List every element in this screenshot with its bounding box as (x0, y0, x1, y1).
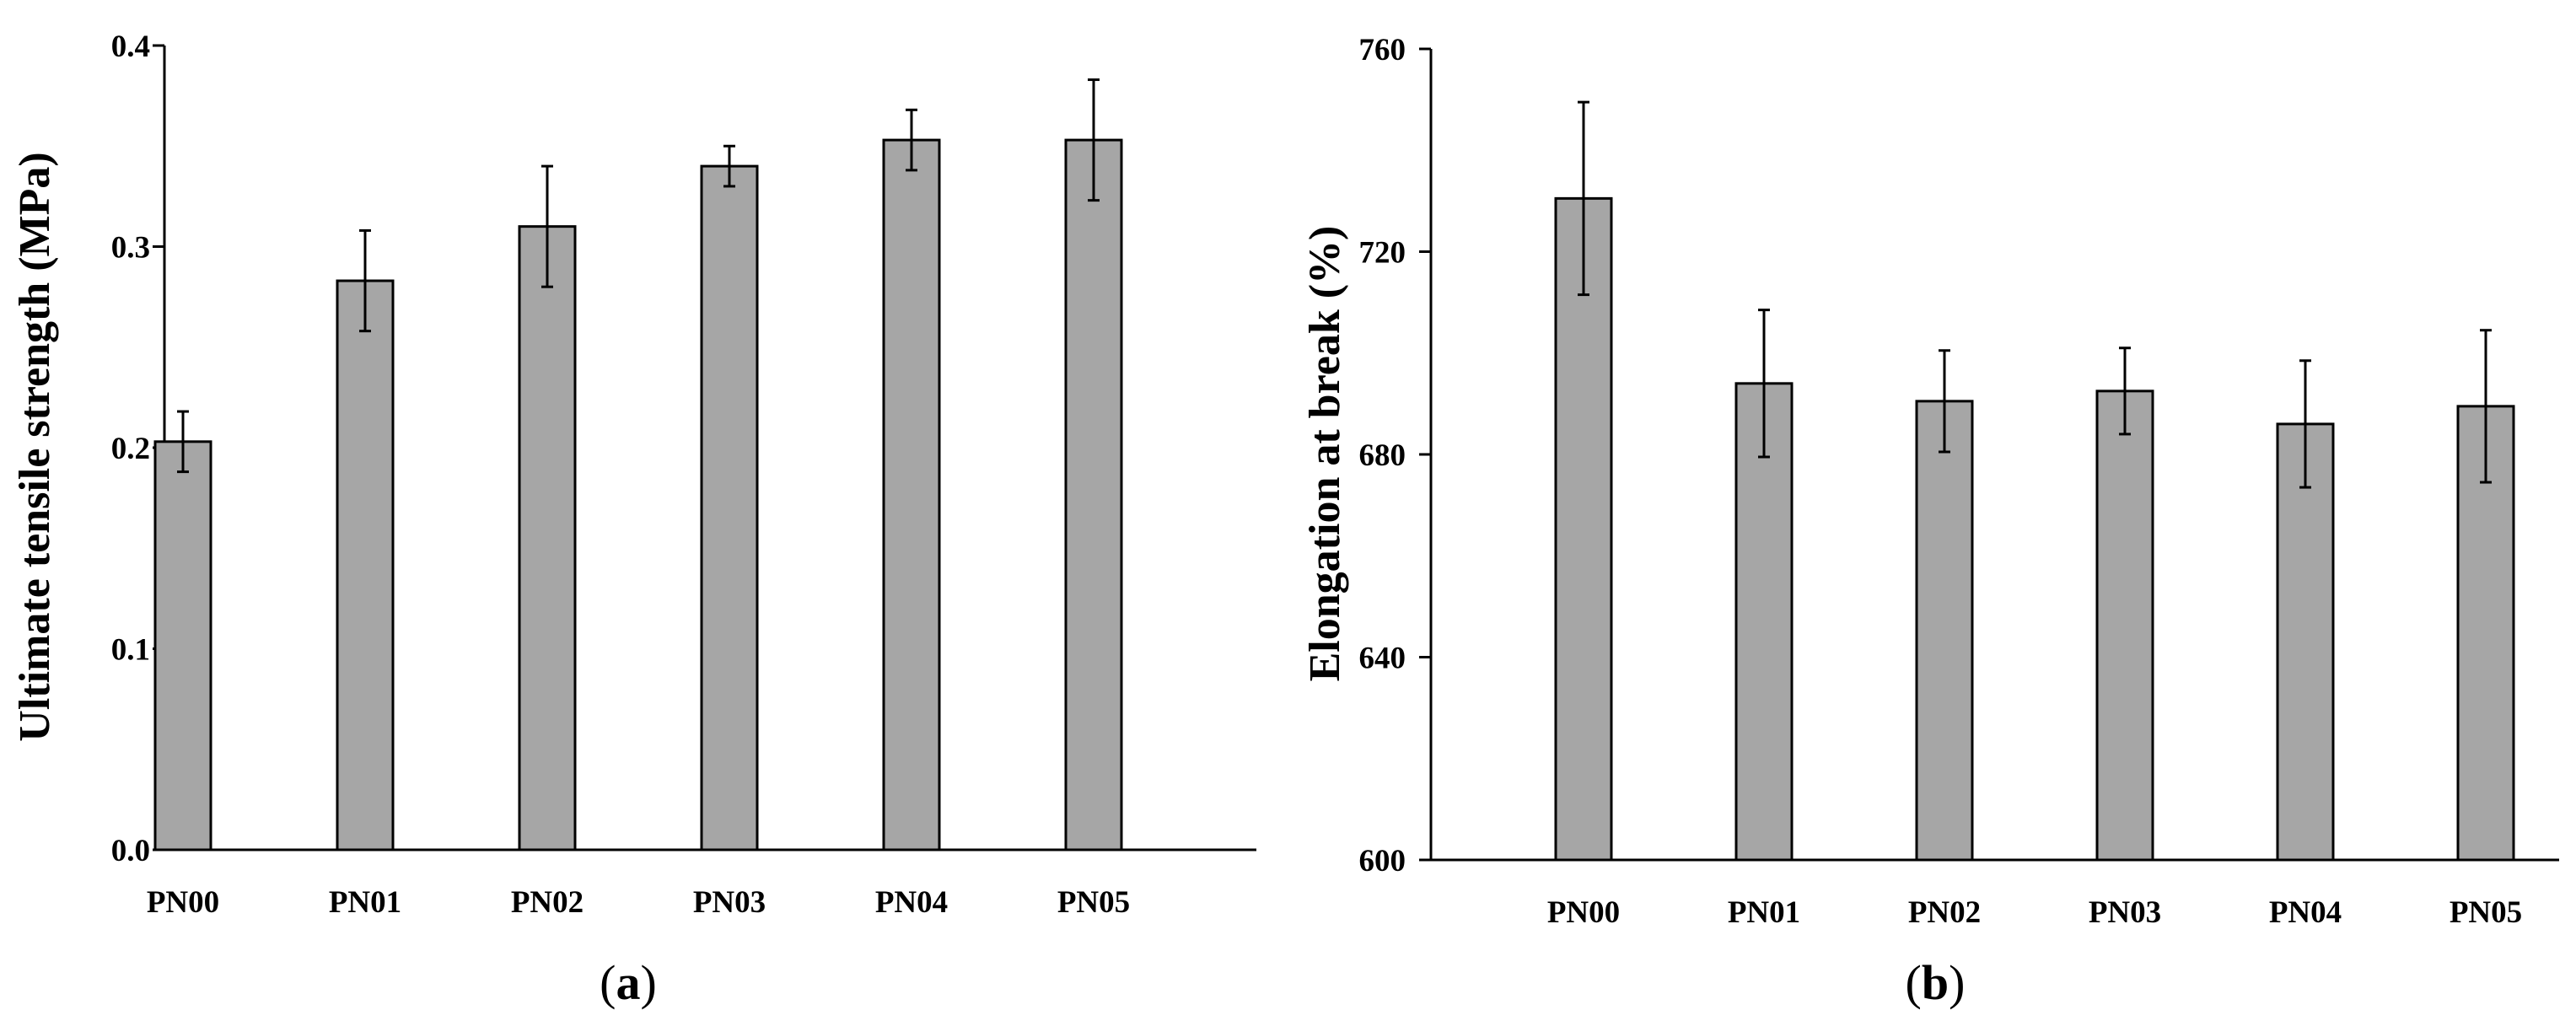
x-category-label: PN03 (693, 885, 766, 920)
panel-label-close-paren: ) (641, 955, 657, 1010)
panel-label-close-paren: ) (1949, 955, 1965, 1010)
x-category-label: PN01 (329, 885, 401, 920)
y-tick-label: 0.3 (111, 231, 150, 266)
panel-label-open-paren: ( (1906, 955, 1922, 1010)
y-tick-label: 0.0 (111, 834, 150, 868)
bar (518, 225, 577, 851)
x-category-label: PN03 (2089, 895, 2161, 930)
bar (153, 440, 212, 851)
panel-label: (b) (1906, 955, 1966, 1010)
x-category-label: PN02 (1908, 895, 1981, 930)
bar (882, 138, 941, 851)
bar (336, 279, 395, 851)
y-tick-label: 760 (1359, 33, 1406, 67)
y-tick-label: 0.4 (111, 30, 150, 64)
y-tick-label: 600 (1359, 844, 1406, 878)
x-category-label: PN04 (2269, 895, 2342, 930)
y-axis-title: Elongation at break (%) (1301, 226, 1349, 682)
x-category-label: PN02 (511, 885, 583, 920)
bar (2276, 422, 2335, 862)
y-tick-label: 0.2 (111, 432, 150, 466)
x-category-label: PN05 (2450, 895, 2522, 930)
y-tick-label: 640 (1359, 642, 1406, 676)
x-category-label: PN01 (1728, 895, 1800, 930)
panel-letter: a (616, 955, 641, 1010)
x-category-label: PN04 (875, 885, 948, 920)
bar (2095, 389, 2154, 862)
bar (1554, 196, 1613, 862)
chart-panel-a: 0.0 0.1 0.2 0.3 0.4 PN00 PN01 PN02 PN03 PN04 PN05 U… (11, 30, 1256, 1010)
bar (700, 164, 759, 851)
chart-panel-b: 600 640 680 720 760 PN00 PN01 PN02 PN03 PN04 PN05 E… (1301, 33, 2559, 1010)
x-category-label: PN05 (1057, 885, 1130, 920)
y-tick-label: 0.1 (111, 633, 150, 668)
y-tick-label: 720 (1359, 236, 1406, 271)
x-category-label: PN00 (1547, 895, 1620, 930)
panel-letter: b (1922, 955, 1949, 1010)
y-tick-label: 680 (1359, 438, 1406, 473)
x-category-label: PN00 (147, 885, 219, 920)
bar (1915, 400, 1974, 862)
bar (1064, 138, 1123, 851)
panel-label: (a) (600, 955, 657, 1010)
y-axis-title: Ultimate tensile strength (MPa) (11, 152, 59, 741)
panel-label-open-paren: ( (600, 955, 616, 1010)
